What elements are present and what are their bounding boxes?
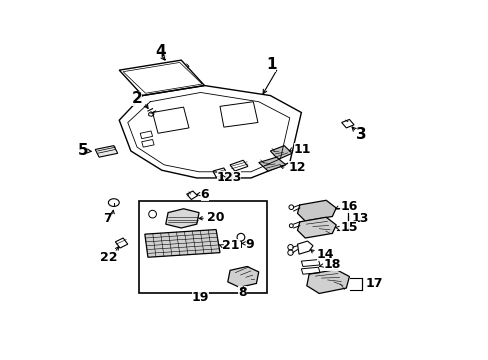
Text: 2: 2 bbox=[131, 91, 142, 106]
Bar bbox=[138, 201, 266, 293]
Text: 5: 5 bbox=[78, 144, 89, 158]
Polygon shape bbox=[306, 270, 349, 293]
Polygon shape bbox=[144, 230, 220, 257]
Text: 17: 17 bbox=[365, 277, 383, 290]
Text: 15: 15 bbox=[340, 221, 357, 234]
Text: 4: 4 bbox=[155, 44, 166, 59]
Polygon shape bbox=[95, 145, 118, 157]
Text: 1: 1 bbox=[265, 57, 276, 72]
Polygon shape bbox=[165, 209, 199, 228]
Text: 23: 23 bbox=[224, 171, 241, 184]
Text: 18: 18 bbox=[323, 258, 340, 271]
Polygon shape bbox=[270, 145, 291, 159]
Text: 9: 9 bbox=[245, 238, 254, 251]
Text: 3: 3 bbox=[355, 127, 366, 141]
Polygon shape bbox=[227, 266, 258, 287]
Text: 16: 16 bbox=[340, 200, 357, 213]
Text: 6: 6 bbox=[200, 188, 209, 201]
Text: 21: 21 bbox=[222, 239, 239, 252]
Text: 22: 22 bbox=[100, 251, 118, 264]
Text: 12: 12 bbox=[287, 161, 305, 175]
Polygon shape bbox=[258, 157, 285, 171]
Text: 11: 11 bbox=[293, 143, 310, 156]
Polygon shape bbox=[297, 217, 336, 238]
Text: 13: 13 bbox=[351, 212, 368, 225]
Text: 14: 14 bbox=[316, 248, 334, 261]
Text: 7: 7 bbox=[103, 212, 112, 225]
Text: 8: 8 bbox=[238, 286, 246, 299]
Polygon shape bbox=[297, 200, 336, 221]
Text: 10: 10 bbox=[216, 171, 234, 184]
Text: 19: 19 bbox=[192, 291, 209, 304]
Text: 20: 20 bbox=[206, 211, 224, 225]
